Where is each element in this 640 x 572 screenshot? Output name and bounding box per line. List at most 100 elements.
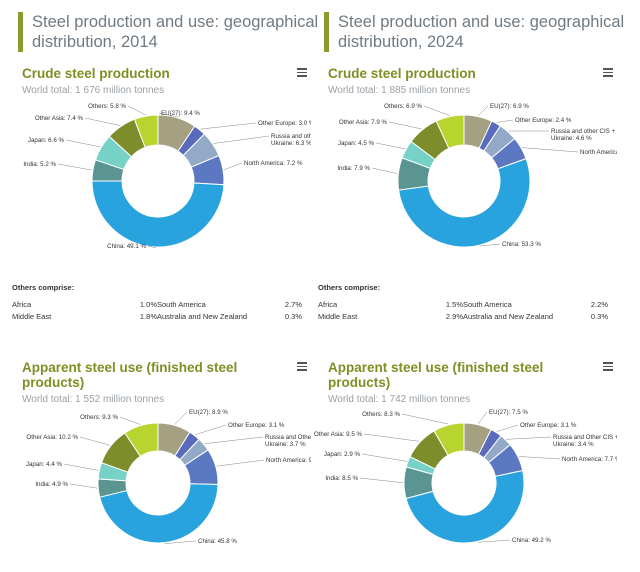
others-comprise: Others comprise: Africa 1.0% Middle East… xyxy=(12,283,307,336)
label-connector xyxy=(522,147,579,153)
panel-title: Steel production and use: geographical d… xyxy=(338,13,625,51)
data-label-others: Others: 8.3 % xyxy=(362,411,400,418)
others-item-value: 1.0% xyxy=(139,300,157,309)
label-connector xyxy=(195,424,227,435)
label-connector xyxy=(127,105,146,116)
label-connector xyxy=(174,411,188,425)
label-connector xyxy=(164,540,197,544)
data-label-india: India: 5.2 % xyxy=(23,161,56,168)
data-label-china: China: 45.8 % xyxy=(198,538,237,545)
data-label-eu-27: EU(27): 9.4 % xyxy=(161,110,200,117)
data-label-russia-and-other-cis-ukraine: Russia and other CIS + Ukraine: 4.6 % xyxy=(551,128,616,142)
production-donut-chart: EU(27): 6.9 % Other Europe: 2.4 % Russia a… xyxy=(337,103,617,248)
label-connector xyxy=(518,456,561,460)
others-item-value: 2.9% xyxy=(445,312,463,321)
chart-menu-icon[interactable] xyxy=(297,68,307,78)
data-label-others: Others: 5.8 % xyxy=(88,103,126,110)
chart-title: Apparent steel use (finished steel produ… xyxy=(22,360,238,390)
data-label-japan: Japan: 2.9 % xyxy=(324,451,361,458)
slice-china[interactable] xyxy=(405,469,525,544)
data-label-other-asia: Other Asia: 7.4 % xyxy=(35,115,84,122)
data-label-other-europe: Other Europe: 3.1 % xyxy=(228,422,285,429)
use-donut-chart: EU(27): 8.9 %Other Europe: 3.1 % Russia a… xyxy=(26,409,311,545)
world-total: World total: 1 742 million tonnes xyxy=(328,394,471,405)
production-donut-chart: EU(27): 9.4 % Other Europe: 3.0 % Russia a… xyxy=(23,103,311,250)
data-label-russia-and-other-cis-ukraine: Russia and Other CIS + Ukraine: 3.4 % xyxy=(553,434,617,448)
chart-title: Crude steel production xyxy=(22,66,170,81)
others-comprise: Others comprise: Africa 1.5% Middle East… xyxy=(318,283,613,336)
data-label-eu-27: EU(27): 8.9 % xyxy=(189,409,228,416)
data-label-eu-27: EU(27): 7.5 % xyxy=(489,409,528,416)
data-label-india: India: 7.9 % xyxy=(337,165,370,172)
panel-title: Steel production and use: geographical d… xyxy=(32,13,319,51)
data-label-eu-27: EU(27): 6.9 % xyxy=(490,103,529,110)
label-connector xyxy=(361,453,408,462)
label-connector xyxy=(496,424,519,432)
panel-header: Steel production and use: geographical d… xyxy=(324,12,628,52)
data-label-india: India: 4.9 % xyxy=(35,481,68,488)
panel-header: Steel production and use: geographical d… xyxy=(18,12,322,52)
others-item-name: Africa xyxy=(12,300,32,309)
label-connector xyxy=(57,163,92,171)
world-total: World total: 1 885 million tonnes xyxy=(328,85,471,96)
slice-others[interactable] xyxy=(435,114,465,149)
data-label-other-asia: Other Asia: 10.2 % xyxy=(26,434,78,441)
label-connector xyxy=(401,413,449,425)
others-item-value: 2.7% xyxy=(284,300,302,309)
panel-2024: Steel production and use: geographical d… xyxy=(312,0,624,572)
data-label-north-america: North America: 7.2 % xyxy=(244,160,303,167)
data-label-north-america: North America: 5.6 % xyxy=(580,149,617,156)
label-connector xyxy=(480,243,501,247)
label-connector xyxy=(147,245,157,249)
world-total: World total: 1 552 million tonnes xyxy=(22,394,165,405)
data-label-russia-and-other-cis-ukraine: Russia and Other CIS +Ukraine: 3.7 % xyxy=(265,434,311,448)
chart-title: Crude steel production xyxy=(328,66,476,81)
label-connector xyxy=(158,112,178,118)
label-connector xyxy=(478,105,489,116)
others-item-name: Australia and New Zealand xyxy=(157,312,248,321)
data-label-japan: Japan: 6.6 % xyxy=(28,137,65,144)
world-total: World total: 1 676 million tonnes xyxy=(22,85,165,96)
others-title: Others comprise: xyxy=(318,283,381,292)
data-label-other-europe: Other Europe: 3.0 % xyxy=(258,120,311,127)
others-title: Others comprise: xyxy=(12,283,75,292)
slice-china[interactable] xyxy=(91,180,225,248)
data-label-japan: Japan: 4.4 % xyxy=(26,461,63,468)
data-label-russia-and-other-cis-ukraine: Russia and other CIS +Ukraine: 6.3 % xyxy=(271,133,311,147)
data-label-india: India: 8.5 % xyxy=(325,475,358,482)
label-connector xyxy=(84,117,121,126)
data-label-japan: Japan: 4.5 % xyxy=(338,140,375,147)
chart-menu-icon[interactable] xyxy=(297,362,307,372)
others-item-name: South America xyxy=(463,300,512,309)
data-label-other-europe: Other Europe: 2.4 % xyxy=(515,117,572,124)
data-label-others: Others: 9.3 % xyxy=(80,414,118,421)
label-connector xyxy=(119,416,141,425)
others-item-name: Middle East xyxy=(12,312,52,321)
slice-others[interactable] xyxy=(433,422,465,456)
chart-menu-icon[interactable] xyxy=(603,362,613,372)
chart-menu-icon[interactable] xyxy=(603,68,613,78)
label-connector xyxy=(363,433,420,442)
label-connector xyxy=(216,459,265,467)
label-connector xyxy=(63,463,99,471)
label-connector xyxy=(478,411,488,424)
label-connector xyxy=(200,122,257,130)
slice-others[interactable] xyxy=(124,422,159,458)
others-item-value: 2.2% xyxy=(590,300,608,309)
others-item-name: South America xyxy=(157,300,206,309)
label-connector xyxy=(496,119,514,123)
others-item-value: 1.8% xyxy=(139,312,157,321)
data-label-other-europe: Other Europe: 3.1 % xyxy=(520,422,577,429)
data-label-north-america: North America: 9.7 % xyxy=(266,457,311,464)
slice-china[interactable] xyxy=(99,483,219,544)
label-connector xyxy=(506,436,552,440)
others-item-name: Africa xyxy=(318,300,338,309)
label-connector xyxy=(478,539,511,543)
data-label-china: China: 49.1 % xyxy=(107,243,146,250)
slice-china[interactable] xyxy=(398,158,531,248)
slice-others[interactable] xyxy=(133,114,159,149)
label-connector xyxy=(69,483,98,489)
label-connector xyxy=(204,436,264,444)
data-label-china: China: 49.2 % xyxy=(512,537,551,544)
label-connector xyxy=(359,477,404,483)
